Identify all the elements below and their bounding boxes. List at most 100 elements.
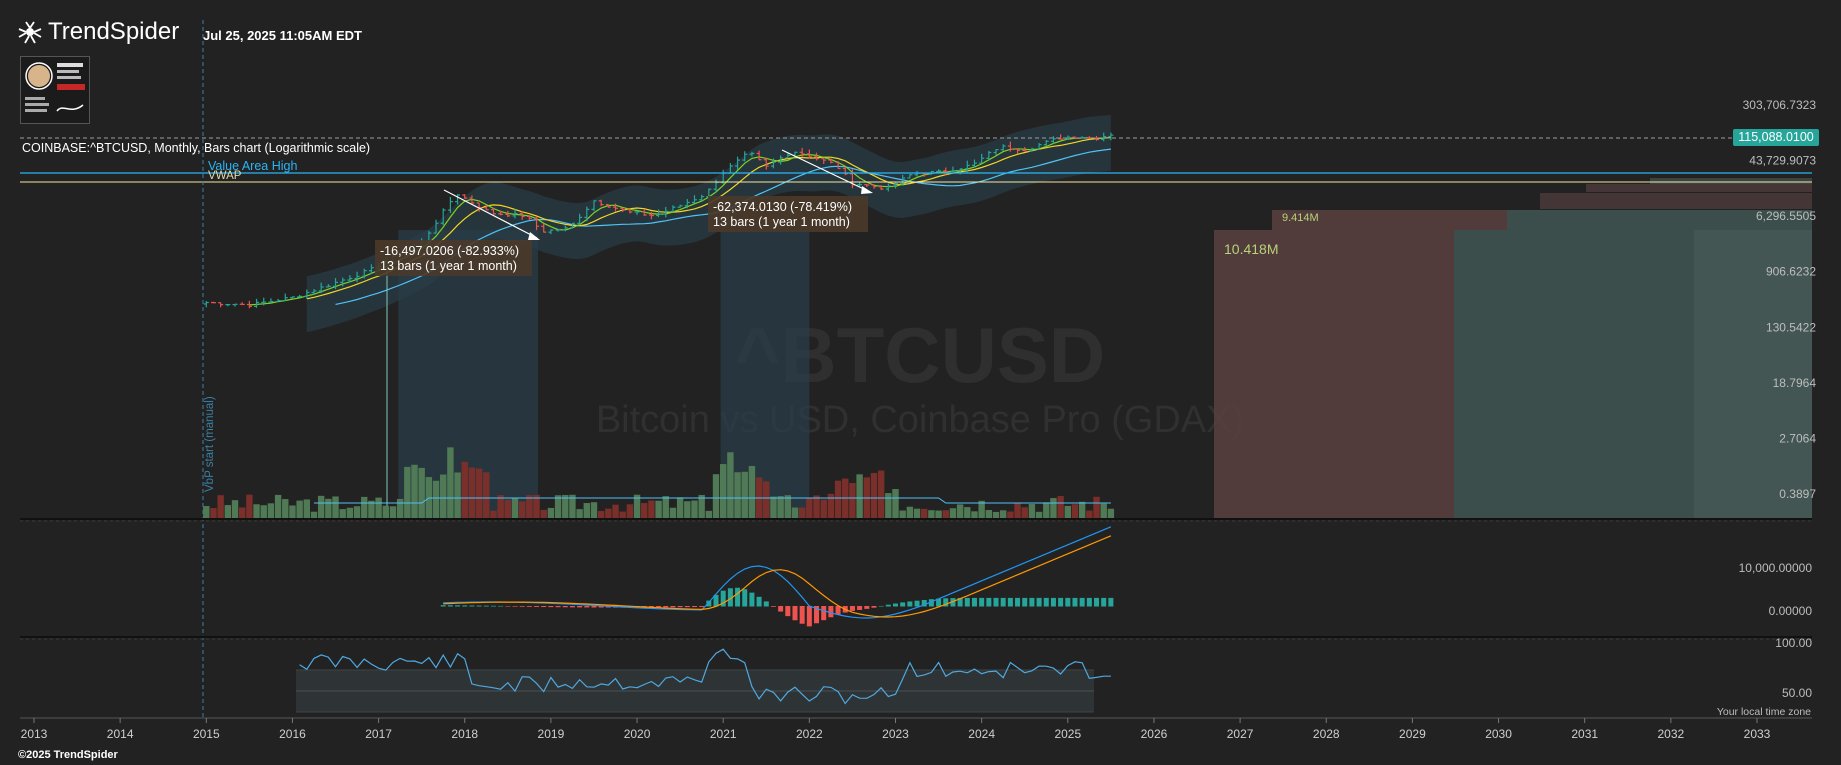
macd-histogram-bar (1043, 597, 1049, 607)
x-tick-label: 2014 (107, 727, 134, 741)
profile-thumbnail (20, 56, 90, 124)
volume-bar (763, 481, 770, 518)
volume-bar (978, 500, 985, 518)
volume-bar (827, 493, 835, 518)
volume-bar (540, 509, 547, 518)
x-tick-label: 2022 (796, 727, 823, 741)
macd-histogram-bar (1015, 597, 1021, 607)
rsi-tick-label: 100.00 (1775, 636, 1812, 650)
macd-histogram-bar (505, 606, 511, 607)
x-tick-label: 2023 (882, 727, 909, 741)
macd-histogram (440, 587, 1114, 627)
volume-bar (454, 472, 461, 518)
x-tick-label: 2026 (1141, 727, 1168, 741)
volume-bar (1064, 505, 1071, 518)
macd-histogram-bar (742, 589, 748, 607)
macd-histogram-bar (735, 587, 741, 607)
volume-bar (1086, 510, 1093, 518)
vbp-block (1214, 230, 1454, 518)
volume-bar (490, 510, 497, 518)
volume-bar (483, 472, 490, 518)
volume-bar (332, 496, 339, 518)
volume-bar (1107, 508, 1115, 518)
macd-histogram-bar (490, 605, 496, 607)
macd-histogram-bar (447, 605, 453, 607)
chart-title: COINBASE:^BTCUSD, Monthly, Bars chart (L… (22, 141, 371, 155)
macd-histogram-bar (957, 597, 963, 607)
volume-bar (296, 500, 303, 518)
price-axis: 303,706.7323 43,729.9073 6,296.5505 906.623… (1743, 98, 1817, 501)
drawdown-1-value: -16,497.0206 (-82.933%) (380, 244, 519, 258)
value-area-high-label: Value Area High (208, 159, 297, 173)
macd-histogram-bar (785, 606, 791, 617)
drawdown-1-duration: 13 bars (1 year 1 month) (380, 259, 517, 273)
macd-histogram-bar (828, 606, 834, 618)
x-tick-label: 2025 (1054, 727, 1081, 741)
volume-bar (633, 494, 641, 518)
volume-bar (210, 508, 217, 518)
volume-bar (597, 511, 605, 518)
macd-histogram-bar (979, 597, 985, 607)
volume-bar (791, 507, 799, 518)
volume-bar (533, 494, 540, 518)
price-tick-label: 18.7964 (1773, 376, 1817, 390)
volume-bar (798, 507, 806, 518)
macd-histogram-bar (519, 606, 525, 607)
volume-bar (813, 495, 820, 518)
macd-histogram-bar (878, 605, 884, 607)
macd-histogram-bar (1108, 597, 1114, 607)
volume-bar (720, 464, 727, 518)
x-tick-label: 2021 (710, 727, 737, 741)
macd-histogram-bar (763, 601, 769, 607)
volume-bar (382, 505, 389, 518)
macd-histogram-bar (440, 605, 446, 607)
macd-histogram-bar (598, 606, 604, 608)
avatar-image (21, 57, 89, 123)
volume-bar (1100, 503, 1107, 518)
volume-bar (289, 505, 296, 518)
volume-bar (648, 500, 655, 518)
volume-bar (1028, 504, 1036, 518)
macd-histogram-bar (885, 604, 891, 607)
volume-bar (1035, 511, 1043, 518)
volume-bar (576, 509, 583, 518)
volume-bar (569, 494, 576, 518)
volume-bar (877, 470, 885, 518)
volume-bar (626, 504, 634, 518)
volume-bar (727, 452, 734, 518)
x-tick-label: 2019 (538, 727, 565, 741)
volume-bar (1014, 502, 1021, 518)
volume-bar (784, 495, 792, 518)
macd-histogram-bar (577, 606, 583, 608)
volume-bar (820, 499, 827, 518)
macd-histogram-bar (778, 606, 784, 612)
price-tick-label: 303,706.7323 (1743, 98, 1817, 112)
volume-bar (1021, 507, 1028, 518)
vbp-block (1540, 193, 1812, 209)
volume-bar (526, 495, 533, 518)
volume-bar (253, 504, 260, 518)
volume-bar (964, 507, 971, 518)
macd-histogram-bar (770, 606, 776, 607)
volume-bar (999, 510, 1007, 518)
macd-histogram-bar (986, 597, 992, 607)
volume-bar (921, 508, 928, 518)
volume-bar (655, 500, 662, 518)
volume-bar (475, 468, 483, 518)
volume-bar (267, 503, 275, 518)
macd-histogram-bar (706, 600, 712, 607)
macd-histogram-bar (720, 590, 726, 607)
volume-average-line (314, 497, 1111, 504)
volume-bar (985, 510, 993, 518)
macd-histogram-bar (1072, 597, 1078, 607)
volume-bar (353, 506, 361, 518)
volume-bar (562, 494, 569, 518)
volume-bar (511, 497, 519, 518)
vbp-block (1507, 210, 1812, 230)
x-tick-label: 2031 (1571, 727, 1598, 741)
volume-bar (971, 511, 978, 518)
macd-histogram-bar (691, 606, 697, 608)
rsi-axis: 100.00 50.00 (1775, 636, 1812, 700)
spider-icon (18, 21, 42, 44)
